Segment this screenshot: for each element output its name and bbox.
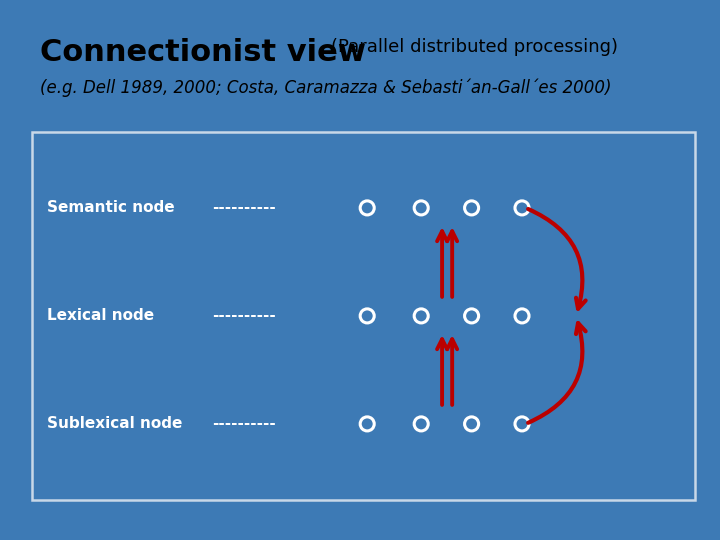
- FancyBboxPatch shape: [32, 132, 695, 500]
- Text: Connectionist view: Connectionist view: [40, 38, 366, 67]
- Text: ----------: ----------: [212, 200, 276, 215]
- Text: (Parallel distributed processing): (Parallel distributed processing): [331, 38, 618, 56]
- Text: (e.g. Dell 1989, 2000; Costa, Caramazza & Sebasti´an-Gall´es 2000): (e.g. Dell 1989, 2000; Costa, Caramazza …: [40, 78, 611, 97]
- FancyArrowPatch shape: [528, 209, 585, 309]
- FancyArrowPatch shape: [528, 323, 585, 423]
- Text: Sublexical node: Sublexical node: [47, 416, 182, 431]
- Text: Lexical node: Lexical node: [47, 308, 154, 323]
- Text: ----------: ----------: [212, 308, 276, 323]
- Text: Semantic node: Semantic node: [47, 200, 174, 215]
- Text: ----------: ----------: [212, 416, 276, 431]
